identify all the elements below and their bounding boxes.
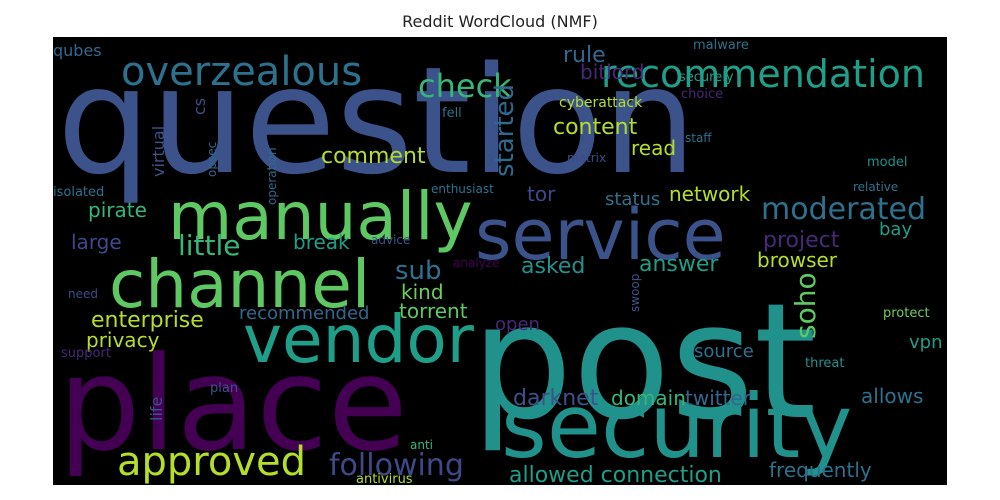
word-channel: channel [109,246,370,323]
word-little: little [178,229,241,262]
word-browser: browser [757,248,838,272]
word-vpn: vpn [909,332,943,353]
word-open: open [495,314,540,335]
word-operation: operation [265,147,279,205]
figure-title: Reddit WordCloud (NMF) [402,12,598,31]
word-model: model [867,155,907,170]
word-asked: asked [521,254,585,279]
word-twitter: twitter [685,386,752,410]
word-qubes: qubes [53,41,102,60]
word-cs: cs [190,98,209,115]
word-opsec: opsec [205,142,219,177]
word-soho: soho [789,272,822,339]
word-isolated: isolated [53,185,104,200]
word-support: support [61,346,111,361]
word-darknet: darknet [513,386,599,411]
word-recommendation: recommendation [601,52,925,96]
word-content: content [553,115,638,140]
word-torrent: torrent [399,299,468,323]
word-choice: choice [681,87,723,102]
word-following: following [329,448,464,483]
word-threat: threat [805,356,844,371]
word-approved: approved [117,439,306,485]
word-cloud-canvas: question post place security servicemanually… [53,37,943,485]
word-comment: comment [321,144,426,169]
word-enthusiast: enthusiast [431,182,494,196]
word-moderated: moderated [761,192,926,227]
word-vendor: vendor [243,301,475,378]
word-frequently: frequently [769,458,872,482]
word-antivirus: antivirus [356,472,413,485]
word-malware: malware [693,38,749,53]
word-life: life [147,397,166,421]
word-read: read [631,136,676,160]
word-source: source [694,341,754,362]
word-recommended: recommended [239,303,369,324]
word-allowed-connection: allowed connection [509,463,722,485]
word-staff: staff [685,131,712,145]
word-bitlord: bitlord [580,60,644,84]
word-bay: bay [879,219,912,240]
word-project: project [763,228,840,253]
word-allows: allows [861,384,923,408]
word-need: need [68,287,98,301]
word-plan: plan [210,381,238,396]
word-started: started [490,84,520,177]
word-pirate: pirate [88,198,147,222]
word-check: check [418,67,512,105]
word-tor: tor [527,182,556,206]
word-network: network [669,182,751,206]
word-analyze: analyze [453,256,499,270]
word-question: question [57,37,696,207]
word-matrix: matrix [567,151,606,165]
word-enterprise: enterprise [91,308,204,333]
word-break: break [293,230,350,254]
word-domain: domain [611,386,686,410]
word-anti: anti [410,438,433,452]
word-cyberattack: cyberattack [559,95,643,111]
word-place: place [58,328,408,480]
word-protect: protect [883,306,930,321]
word-swoop: swoop [628,274,642,312]
word-cloud: question post place security service manually… [53,37,947,485]
word-large: large [71,230,122,254]
word-sub: sub [395,256,442,286]
word-rule: rule [563,43,606,68]
word-advice: advice [371,233,410,247]
word-privacy: privacy [86,328,160,352]
word-overzealous: overzealous [121,49,362,95]
word-post: post [471,268,817,455]
word-manually: manually [168,178,473,255]
word-relative: relative [853,180,898,194]
word-status: status [605,189,660,210]
word-fell: fell [442,106,462,121]
word-virtual: virtual [149,126,168,177]
word-answer: answer [639,252,719,277]
word-service: service [475,194,726,276]
word-securely: securely [679,70,734,85]
word-kind: kind [401,280,444,304]
word-security: security [501,375,852,478]
